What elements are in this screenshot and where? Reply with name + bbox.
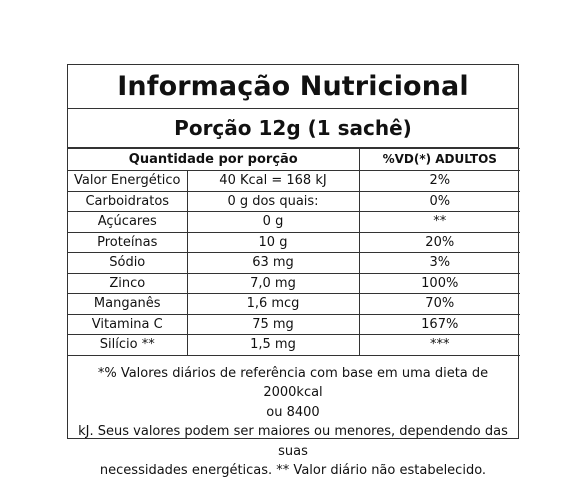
nutrient-vd: ***: [358, 334, 520, 356]
nutrient-amount: 0 g dos quais:: [186, 190, 360, 212]
nutrient-vd: 2%: [358, 170, 520, 192]
nutrient-vd: 3%: [358, 252, 520, 274]
nutrient-amount: 40 Kcal = 168 kJ: [186, 170, 360, 192]
table-row: Açúcares 0 g **: [68, 211, 520, 233]
header-quantity: Quantidade por porção: [68, 148, 360, 171]
footnote: *% Valores diários de referência com bas…: [68, 356, 518, 481]
nutrient-name: Proteínas: [68, 231, 188, 253]
footnote-line: necessidades energéticas. ** Valor diári…: [99, 463, 487, 478]
nutrient-vd: **: [358, 211, 520, 233]
table-row: Vitamina C 75 mg 167%: [68, 313, 520, 335]
table-row: Zinco 7,0 mg 100%: [68, 272, 520, 294]
header-vd: %VD(*) ADULTOS: [358, 148, 520, 171]
nutrient-amount: 1,5 mg: [186, 334, 360, 356]
nutrient-name: Zinco: [68, 272, 188, 294]
nutrient-name: Sódio: [68, 252, 188, 274]
nutrition-table: Quantidade por porção %VD(*) ADULTOS Val…: [68, 148, 520, 356]
nutrient-amount: 63 mg: [186, 252, 360, 274]
nutrient-amount: 0 g: [186, 211, 360, 233]
table-row: Carboidratos 0 g dos quais: 0%: [68, 190, 520, 212]
table-row: Manganês 1,6 mcg 70%: [68, 293, 520, 315]
footnote-line: kJ. Seus valores podem ser maiores ou me…: [78, 424, 508, 459]
nutrient-name: Manganês: [68, 293, 188, 315]
table-row: Proteínas 10 g 20%: [68, 231, 520, 253]
nutrient-name: Vitamina C: [68, 313, 188, 335]
nutrient-name: Açúcares: [68, 211, 188, 233]
nutrient-vd: 70%: [358, 293, 520, 315]
table-row: Sódio 63 mg 3%: [68, 252, 520, 274]
nutrient-amount: 10 g: [186, 231, 360, 253]
nutrient-amount: 7,0 mg: [186, 272, 360, 294]
table-header-row: Quantidade por porção %VD(*) ADULTOS: [68, 148, 520, 171]
nutrition-facts-panel: Informação Nutricional Porção 12g (1 sac…: [67, 64, 520, 478]
nutrient-name: Silício **: [68, 334, 188, 356]
panel-title: Informação Nutricional: [68, 65, 518, 109]
nutrient-amount: 75 mg: [186, 313, 360, 335]
nutrient-vd: 100%: [358, 272, 520, 294]
nutrient-vd: 0%: [358, 190, 520, 212]
table-row: Silício ** 1,5 mg ***: [68, 334, 520, 356]
footnote-line: *% Valores diários de referência com bas…: [97, 365, 489, 401]
nutrient-amount: 1,6 mcg: [186, 293, 360, 315]
nutrient-name: Carboidratos: [68, 190, 188, 212]
nutrient-vd: 20%: [358, 231, 520, 253]
portion-size: Porção 12g (1 sachê): [68, 109, 518, 148]
nutrient-name: Valor Energético: [68, 170, 188, 192]
nutrient-vd: 167%: [358, 313, 520, 335]
footnote-line: ou 8400: [266, 404, 320, 420]
table-row: Valor Energético 40 Kcal = 168 kJ 2%: [68, 170, 520, 192]
